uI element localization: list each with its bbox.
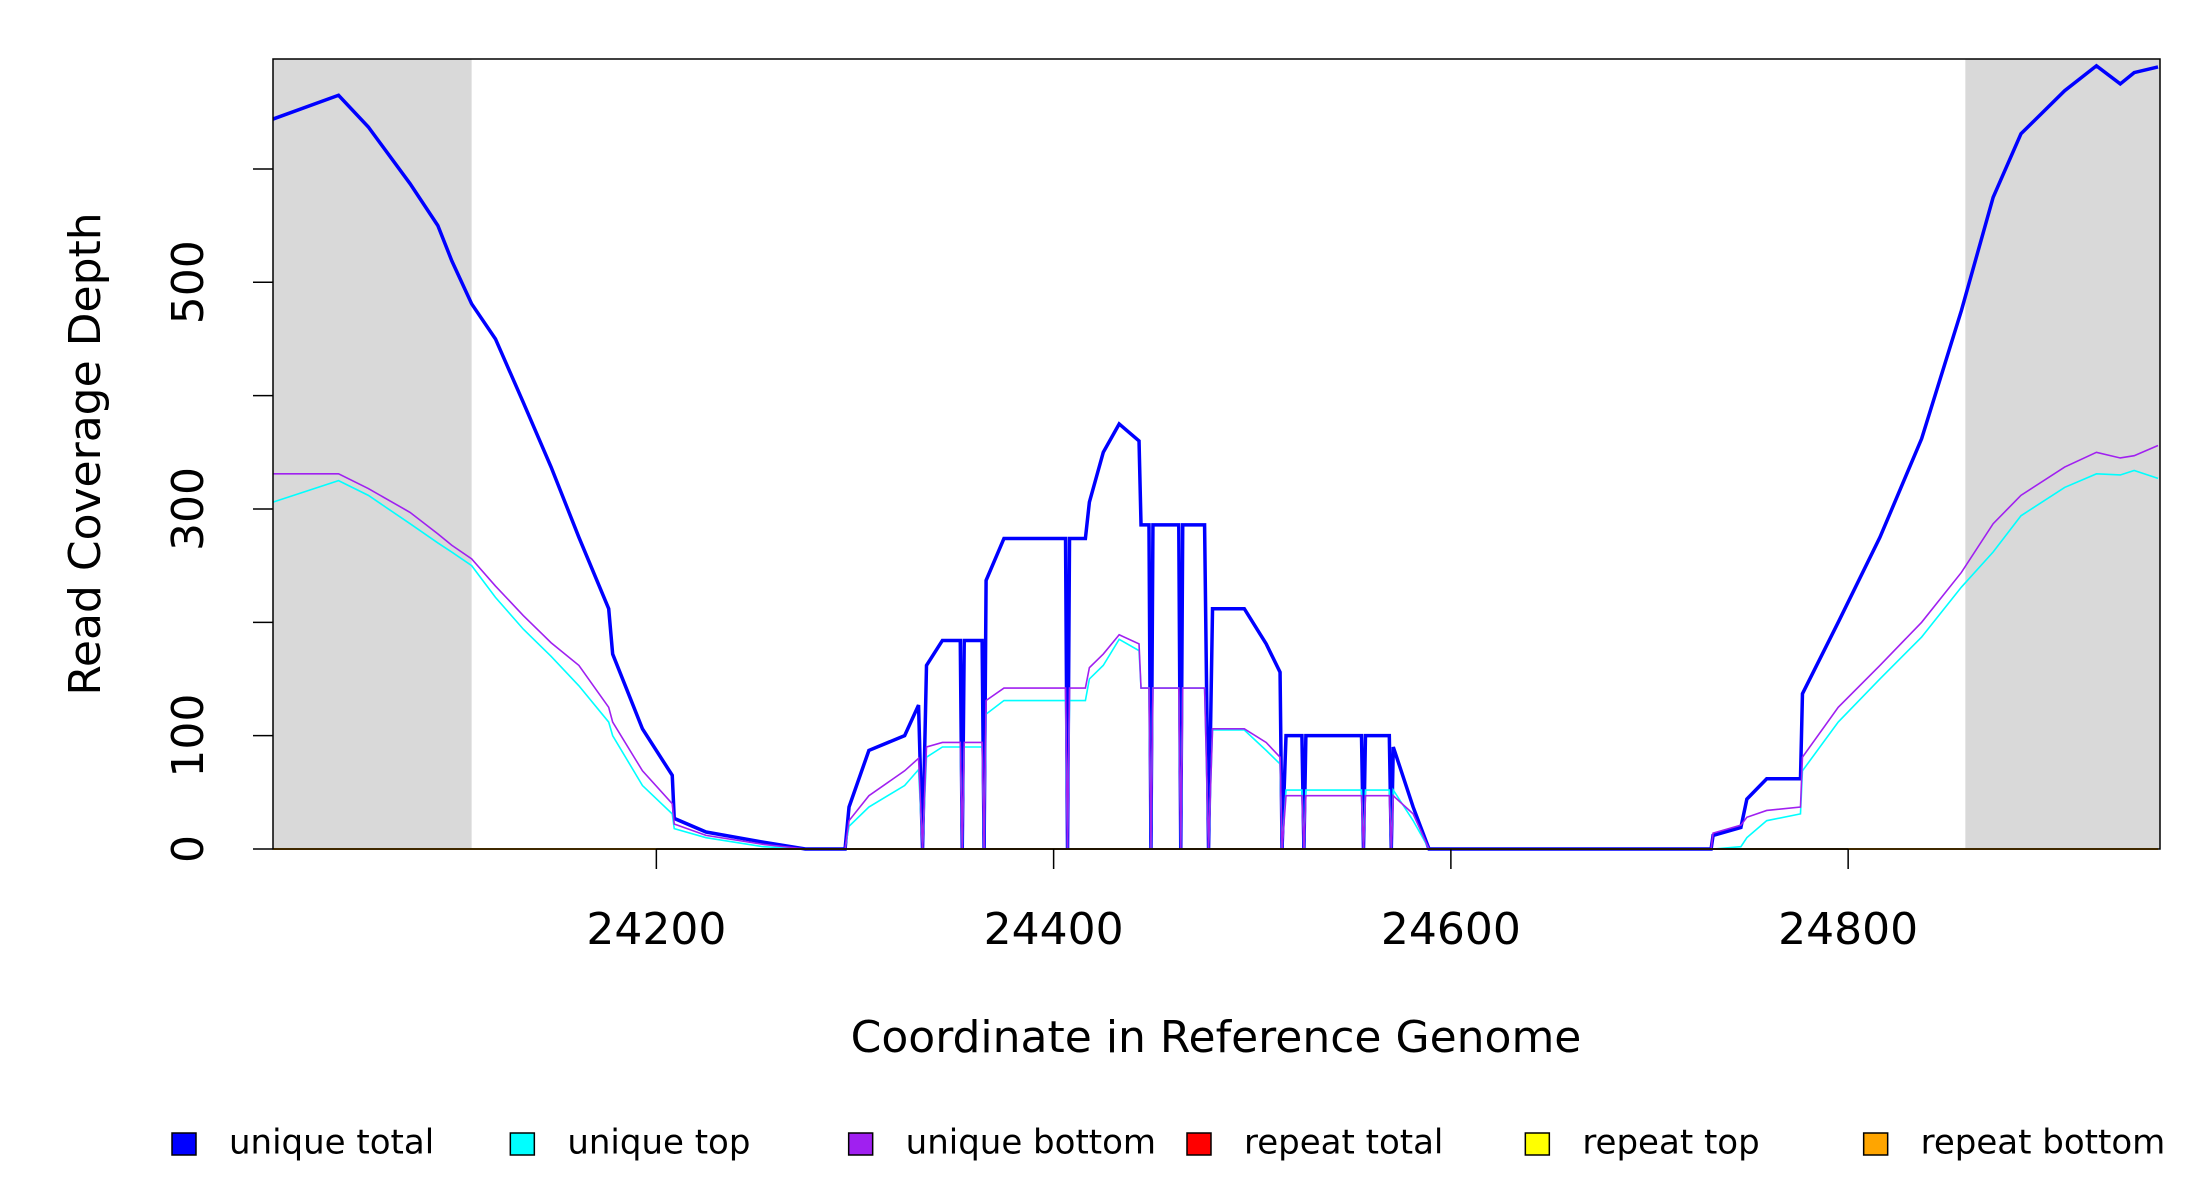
legend-swatch xyxy=(847,1132,874,1156)
series-line xyxy=(272,63,2159,851)
y-axis-label: Read Coverage Depth xyxy=(60,212,111,695)
legend-label: unique bottom xyxy=(906,1123,1156,1163)
legend-swatch xyxy=(1186,1132,1212,1156)
y-tick-label: 300 xyxy=(163,467,214,551)
legend-swatch xyxy=(509,1132,536,1156)
x-tick-label: 24200 xyxy=(586,904,726,955)
shaded-region xyxy=(1965,59,2160,849)
series-line xyxy=(273,444,2159,850)
legend-label: unique top xyxy=(567,1123,750,1163)
x-axis-label: Coordinate in Reference Genome xyxy=(851,1012,1582,1063)
x-tick-label: 24400 xyxy=(984,904,1124,955)
legend-swatch xyxy=(1524,1132,1551,1156)
y-tick-label: 100 xyxy=(163,694,214,778)
y-tick-label: 0 xyxy=(163,835,214,863)
legend: unique total unique top unique bottom repea… xyxy=(171,1123,2166,1163)
series-line xyxy=(272,469,2159,850)
series-lines xyxy=(272,63,2159,851)
legend-label: repeat total xyxy=(1244,1123,1443,1163)
legend-label: repeat top xyxy=(1582,1123,1759,1163)
x-tick-label: 24600 xyxy=(1381,904,1521,955)
shaded-region xyxy=(273,59,472,849)
legend-swatch xyxy=(171,1132,197,1156)
legend-label: repeat bottom xyxy=(1921,1123,2166,1163)
x-tick-label: 24800 xyxy=(1778,904,1918,955)
y-tick-label: 500 xyxy=(163,240,214,324)
legend-label: unique total xyxy=(229,1123,434,1163)
axes: 24200 24400 24600 24800 0 100 300 500 xyxy=(163,168,1918,955)
legend-swatch xyxy=(1862,1132,1889,1156)
